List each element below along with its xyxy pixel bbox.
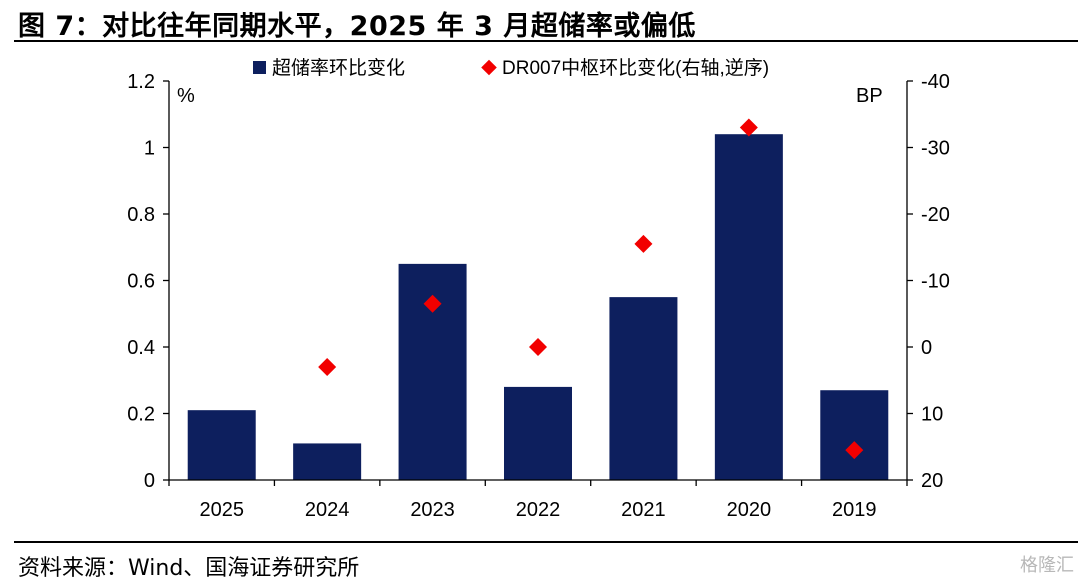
right-axis-tick-label: -40 [921,71,950,93]
left-axis-unit: % [177,85,195,107]
x-axis-tick-label: 2024 [305,499,350,521]
bar-2020 [714,134,783,480]
bar-2025 [187,410,256,480]
x-axis-tick-label: 2019 [832,499,877,521]
chart: 0 0.2 0.4 0.6 0.8 1 1.2 -40 -30 -20 -10 0 10 20 2025 20… [127,57,950,521]
figure-title: 图 7：对比往年同期水平，2025 年 3 月超储率或偏低 [18,11,696,42]
watermark: 格隆汇 [1020,555,1074,576]
right-axis-tick-label: 10 [921,404,943,426]
source-rule [14,541,1078,543]
right-axis-tick-label: -20 [921,204,950,226]
left-axis-tick-label: 0.4 [127,337,155,359]
left-axis-tick-label: 0.2 [127,404,155,426]
left-axis-tick-label: 0.6 [127,271,155,293]
x-axis-tick-label: 2023 [410,499,455,521]
right-axis-tick-label: -10 [921,271,950,293]
bar-2019 [820,390,889,480]
marker-2022 [529,338,547,356]
marker-2019 [845,441,864,460]
x-axis-tick-label: 2025 [199,499,244,521]
right-axis-tick-label: 20 [921,470,943,492]
left-axis-tick-label: 0.8 [127,204,155,226]
bar-2024 [293,443,362,480]
marker-2021 [634,234,653,253]
right-axis-unit: BP [856,85,883,107]
x-axis-tick-label: 2022 [516,499,561,521]
marker-2024 [318,357,337,376]
bar-2022 [504,386,572,480]
right-axis-tick-label: -30 [921,138,950,160]
left-axis-tick-label: 1.2 [127,71,155,93]
marker-2020 [739,118,758,137]
x-axis-tick-label: 2021 [621,499,666,521]
legend-swatch-marker [481,59,497,76]
legend-swatch-bar [253,61,266,74]
legend-label-marker: DR007中枢环比变化(右轴,逆序) [502,57,769,79]
right-axis-tick-label: 0 [921,337,932,359]
bar-2021 [609,297,678,480]
title-rule [14,40,1078,42]
left-axis-tick-label: 0 [144,470,155,492]
source-note: 资料来源：Wind、国海证券研究所 [18,556,360,581]
marker-2023 [423,294,442,313]
x-axis-tick-label: 2020 [727,499,772,521]
left-axis-tick-label: 1 [144,138,155,160]
legend-label-bar: 超储率环比变化 [272,57,405,79]
